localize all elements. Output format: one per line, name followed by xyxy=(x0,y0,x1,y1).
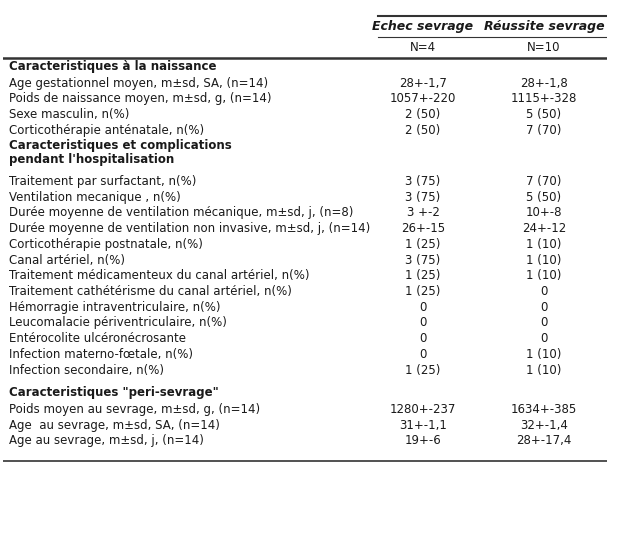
Text: Traitement cathétérisme du canal artériel, n(%): Traitement cathétérisme du canal artérie… xyxy=(9,285,291,298)
Text: 10+-8: 10+-8 xyxy=(526,207,562,220)
Text: 2 (50): 2 (50) xyxy=(405,108,441,121)
Text: Poids de naissance moyen, m±sd, g, (n=14): Poids de naissance moyen, m±sd, g, (n=14… xyxy=(9,93,272,105)
Text: 1 (25): 1 (25) xyxy=(405,285,441,298)
Text: 28+-1,7: 28+-1,7 xyxy=(399,77,447,90)
Text: N=10: N=10 xyxy=(527,41,560,54)
Text: 5 (50): 5 (50) xyxy=(526,191,562,204)
Text: 1057+-220: 1057+-220 xyxy=(390,93,456,105)
Text: 28+-17,4: 28+-17,4 xyxy=(516,434,572,447)
Text: 0: 0 xyxy=(419,301,427,314)
Text: Durée moyenne de ventilation mécanique, m±sd, j, (n=8): Durée moyenne de ventilation mécanique, … xyxy=(9,207,353,220)
Text: 28+-1,8: 28+-1,8 xyxy=(520,77,568,90)
Text: 3 (75): 3 (75) xyxy=(405,253,441,267)
Text: Ventilation mecanique , n(%): Ventilation mecanique , n(%) xyxy=(9,191,180,204)
Text: Hémorragie intraventriculaire, n(%): Hémorragie intraventriculaire, n(%) xyxy=(9,301,220,314)
Text: 24+-12: 24+-12 xyxy=(522,222,566,235)
Text: 5 (50): 5 (50) xyxy=(526,108,562,121)
Text: 26+-15: 26+-15 xyxy=(401,222,445,235)
Text: Poids moyen au sevrage, m±sd, g, (n=14): Poids moyen au sevrage, m±sd, g, (n=14) xyxy=(9,403,260,416)
Text: 1 (10): 1 (10) xyxy=(526,348,562,361)
Text: 0: 0 xyxy=(540,301,547,314)
Text: Caracteristiques à la naissance: Caracteristiques à la naissance xyxy=(9,60,216,73)
Text: 3 +-2: 3 +-2 xyxy=(407,207,440,220)
Text: N=4: N=4 xyxy=(410,41,436,54)
Text: Infection materno-fœtale, n(%): Infection materno-fœtale, n(%) xyxy=(9,348,193,361)
Text: Caracteristiques et complications: Caracteristiques et complications xyxy=(9,139,232,152)
Text: 31+-1,1: 31+-1,1 xyxy=(399,419,447,431)
Text: Age  au sevrage, m±sd, SA, (n=14): Age au sevrage, m±sd, SA, (n=14) xyxy=(9,419,219,431)
Text: Traitement médicamenteux du canal artériel, n(%): Traitement médicamenteux du canal artéri… xyxy=(9,270,309,282)
Text: 1 (10): 1 (10) xyxy=(526,270,562,282)
Text: Age au sevrage, m±sd, j, (n=14): Age au sevrage, m±sd, j, (n=14) xyxy=(9,434,204,447)
Text: 3 (75): 3 (75) xyxy=(405,191,441,204)
Text: Traitement par surfactant, n(%): Traitement par surfactant, n(%) xyxy=(9,175,196,188)
Text: Sexe masculin, n(%): Sexe masculin, n(%) xyxy=(9,108,129,121)
Text: 0: 0 xyxy=(419,316,427,329)
Text: 1 (25): 1 (25) xyxy=(405,238,441,251)
Text: 0: 0 xyxy=(419,332,427,345)
Text: Leucomalacie périventriculaire, n(%): Leucomalacie périventriculaire, n(%) xyxy=(9,316,227,329)
Text: Corticothérapie anténatale, n(%): Corticothérapie anténatale, n(%) xyxy=(9,124,204,137)
Text: Réussite sevrage: Réussite sevrage xyxy=(484,20,604,33)
Text: Entérocolite ulcéronécrosante: Entérocolite ulcéronécrosante xyxy=(9,332,186,345)
Text: Caracteristiques "peri-sevrage": Caracteristiques "peri-sevrage" xyxy=(9,386,219,399)
Text: Durée moyenne de ventilation non invasive, m±sd, j, (n=14): Durée moyenne de ventilation non invasiv… xyxy=(9,222,370,235)
Text: 1 (10): 1 (10) xyxy=(526,364,562,377)
Text: 1 (10): 1 (10) xyxy=(526,238,562,251)
Text: 1280+-237: 1280+-237 xyxy=(390,403,456,416)
Text: 32+-1,4: 32+-1,4 xyxy=(520,419,568,431)
Text: 19+-6: 19+-6 xyxy=(405,434,441,447)
Text: Age gestationnel moyen, m±sd, SA, (n=14): Age gestationnel moyen, m±sd, SA, (n=14) xyxy=(9,77,268,90)
Text: 7 (70): 7 (70) xyxy=(526,124,562,137)
Text: 0: 0 xyxy=(419,348,427,361)
Text: 7 (70): 7 (70) xyxy=(526,175,562,188)
Text: Canal artériel, n(%): Canal artériel, n(%) xyxy=(9,253,125,267)
Text: 1 (25): 1 (25) xyxy=(405,270,441,282)
Text: 0: 0 xyxy=(540,332,547,345)
Text: 1 (10): 1 (10) xyxy=(526,253,562,267)
Text: 0: 0 xyxy=(540,285,547,298)
Text: Corticothérapie postnatale, n(%): Corticothérapie postnatale, n(%) xyxy=(9,238,203,251)
Text: Infection secondaire, n(%): Infection secondaire, n(%) xyxy=(9,364,164,377)
Text: 1634+-385: 1634+-385 xyxy=(511,403,577,416)
Text: 0: 0 xyxy=(540,316,547,329)
Text: Echec sevrage: Echec sevrage xyxy=(373,20,474,33)
Text: 1115+-328: 1115+-328 xyxy=(511,93,577,105)
Text: 3 (75): 3 (75) xyxy=(405,175,441,188)
Text: pendant l'hospitalisation: pendant l'hospitalisation xyxy=(9,153,174,166)
Text: 2 (50): 2 (50) xyxy=(405,124,441,137)
Text: 1 (25): 1 (25) xyxy=(405,364,441,377)
